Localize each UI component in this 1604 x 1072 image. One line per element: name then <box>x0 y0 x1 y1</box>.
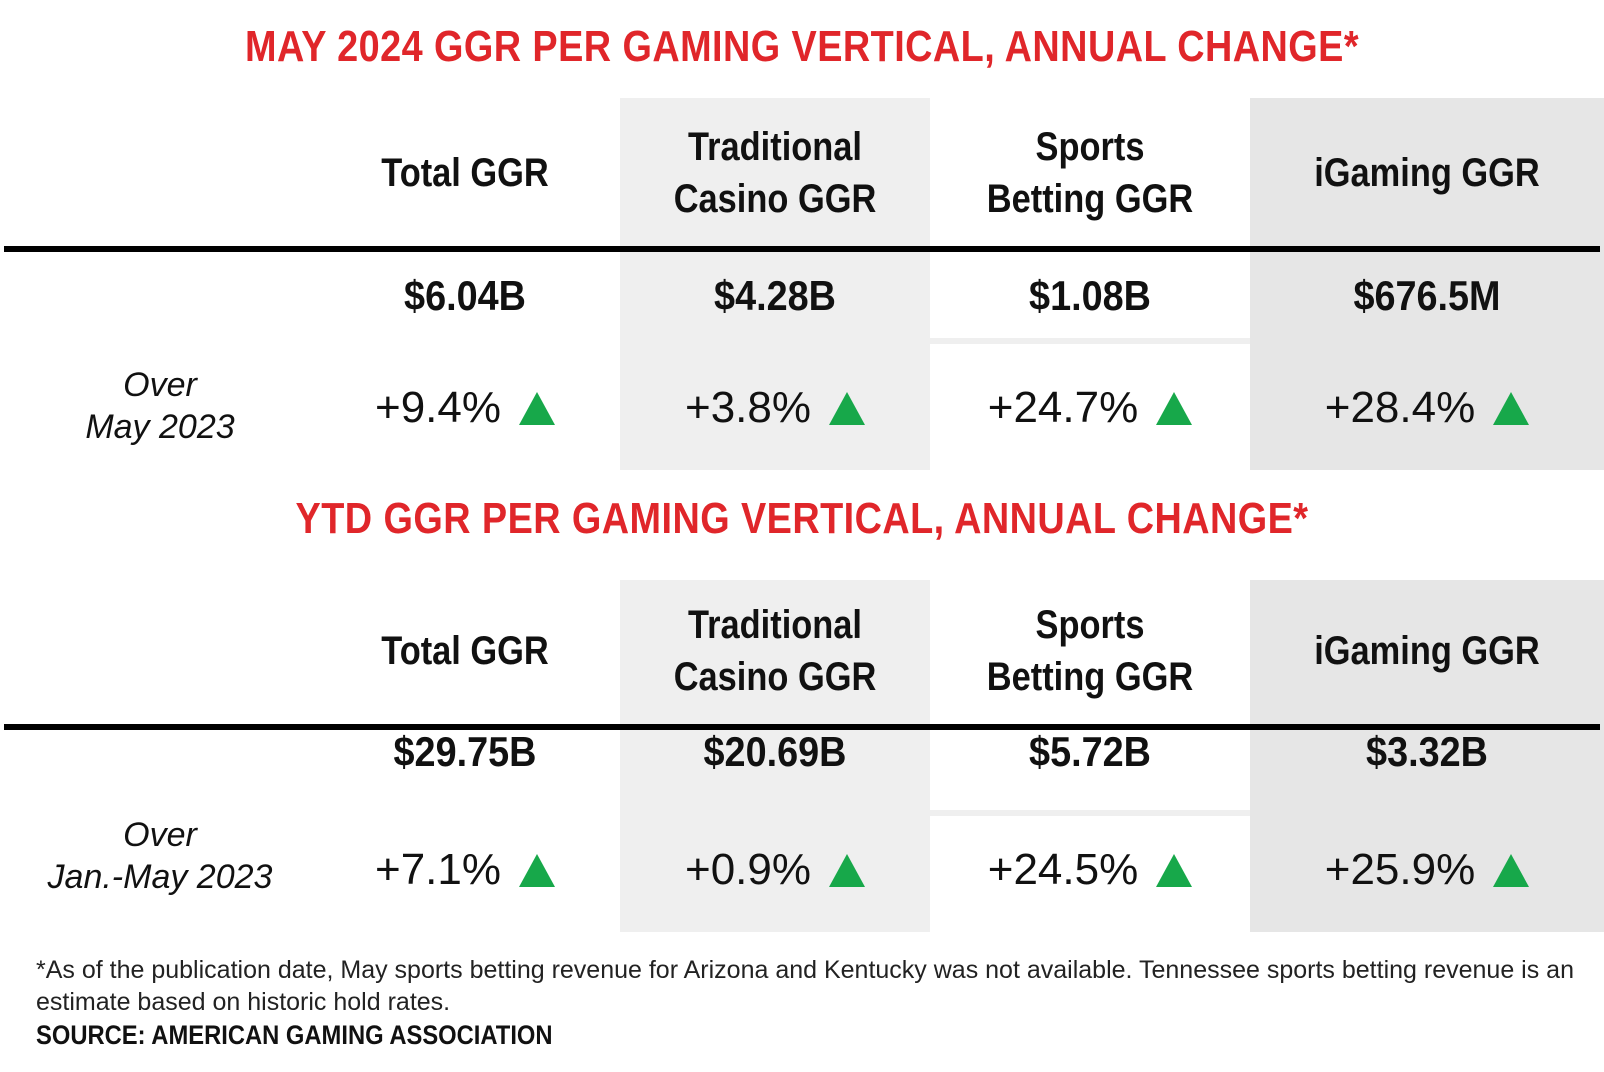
change-igaming: +25.9% <box>1250 840 1604 900</box>
change-sports: +24.5% <box>930 840 1250 900</box>
casino-column-shade <box>620 98 930 470</box>
col-header-igaming: iGaming GGR <box>1314 629 1540 673</box>
up-triangle-icon <box>1493 391 1530 425</box>
monthly-table-title: MAY 2024 GGR PER GAMING VERTICAL, ANNUAL… <box>245 22 1359 71</box>
change-casino: +0.9% <box>620 840 930 900</box>
up-triangle-icon <box>518 391 555 425</box>
col-header-sports: Sports Betting GGR <box>986 125 1194 221</box>
up-triangle-icon <box>1493 853 1530 887</box>
value-casino: $4.28B <box>714 272 836 319</box>
value-total: $29.75B <box>393 728 537 775</box>
value-igaming: $676.5M <box>1353 272 1501 319</box>
col-header-casino: Traditional Casino GGR <box>673 125 877 221</box>
col-header-sports: Sports Betting GGR <box>986 603 1194 699</box>
casino-column-shade <box>620 580 930 932</box>
row-divider <box>930 338 1250 344</box>
ytd-table: YTD GGR PER GAMING VERTICAL, ANNUAL CHAN… <box>0 480 1604 940</box>
source-credit: SOURCE: AMERICAN GAMING ASSOCIATION <box>36 1020 553 1050</box>
igaming-column-shade <box>1250 580 1604 932</box>
col-header-igaming: iGaming GGR <box>1314 151 1540 195</box>
up-triangle-icon <box>1156 391 1193 425</box>
header-rule <box>4 724 1600 730</box>
header-rule <box>4 246 1600 252</box>
sports-header-shade <box>930 98 1250 248</box>
sports-change-shade <box>930 344 1250 464</box>
up-triangle-icon <box>1156 853 1193 887</box>
row-label-comparison: Over May 2023 <box>85 366 235 446</box>
up-triangle-icon <box>828 853 865 887</box>
col-header-total: Total GGR <box>381 629 549 673</box>
change-igaming: +28.4% <box>1250 378 1604 438</box>
row-label-comparison: Over Jan.-May 2023 <box>47 816 273 896</box>
change-casino: +3.8% <box>620 378 930 438</box>
row-divider <box>930 810 1250 816</box>
up-triangle-icon <box>828 391 865 425</box>
change-casino-text: +3.8% <box>685 383 811 432</box>
change-igaming-text: +28.4% <box>1324 383 1476 432</box>
value-igaming: $3.32B <box>1366 728 1488 775</box>
change-total: +9.4% <box>310 378 620 438</box>
sports-change-shade <box>930 816 1250 928</box>
change-total: +7.1% <box>310 840 620 900</box>
change-casino-text: +0.9% <box>685 845 811 894</box>
value-casino: $20.69B <box>703 728 847 775</box>
change-sports: +24.7% <box>930 378 1250 438</box>
footnote: *As of the publication date, May sports … <box>36 956 1574 1016</box>
ytd-table-title: YTD GGR PER GAMING VERTICAL, ANNUAL CHAN… <box>295 494 1309 543</box>
col-header-total: Total GGR <box>381 151 549 195</box>
up-triangle-icon <box>518 853 555 887</box>
change-igaming-text: +25.9% <box>1324 845 1476 894</box>
change-sports-text: +24.7% <box>987 383 1139 432</box>
col-header-casino: Traditional Casino GGR <box>673 603 877 699</box>
sports-header-shade <box>930 580 1250 726</box>
change-total-text: +7.1% <box>375 845 501 894</box>
monthly-table: MAY 2024 GGR PER GAMING VERTICAL, ANNUAL… <box>0 0 1604 470</box>
value-sports: $5.72B <box>1029 728 1151 775</box>
value-total: $6.04B <box>404 272 526 319</box>
change-sports-text: +24.5% <box>987 845 1139 894</box>
change-total-text: +9.4% <box>375 383 501 432</box>
igaming-column-shade <box>1250 98 1604 470</box>
value-sports: $1.08B <box>1029 272 1151 319</box>
